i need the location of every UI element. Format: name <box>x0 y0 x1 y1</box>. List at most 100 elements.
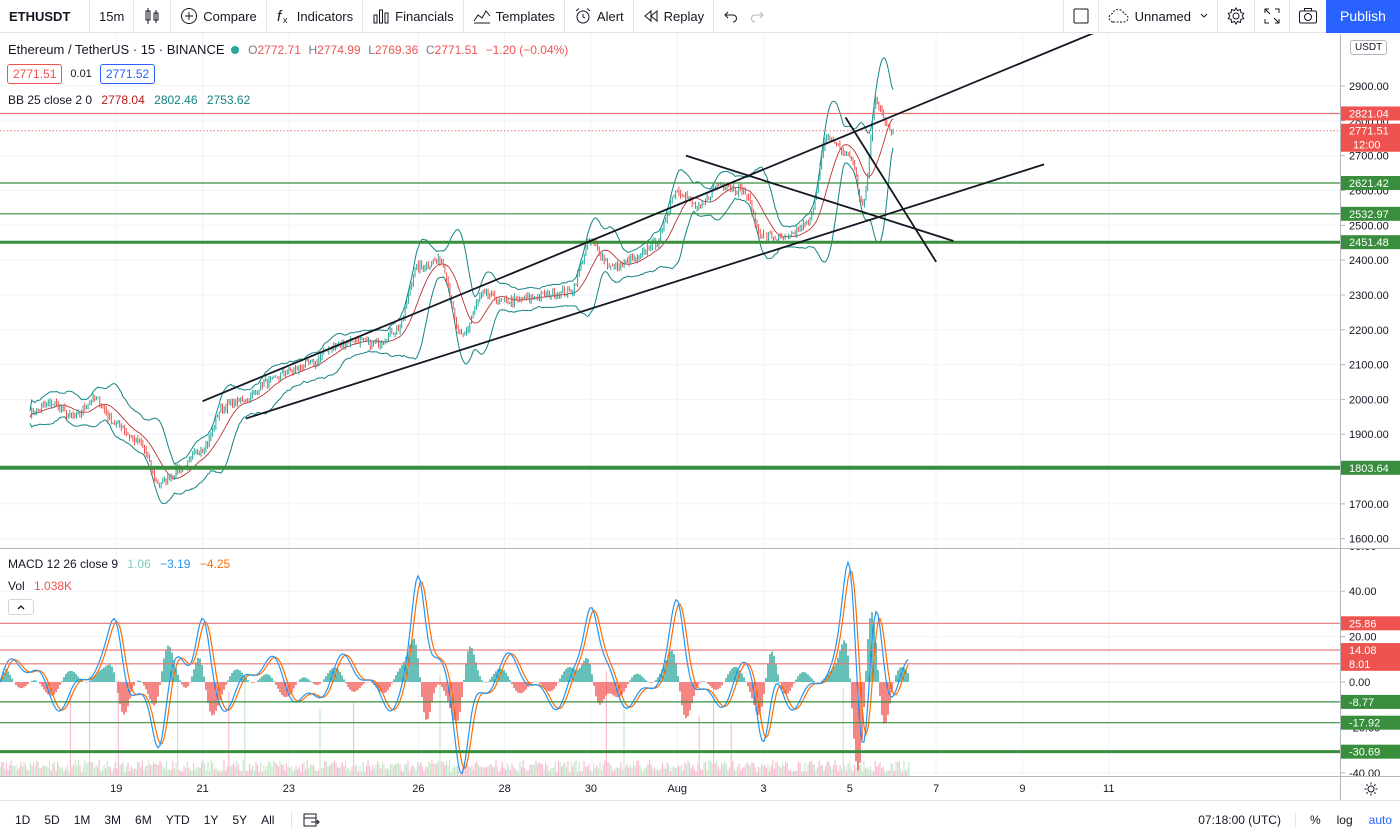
range-button-5d[interactable]: 5D <box>44 812 60 827</box>
trendline <box>844 116 937 263</box>
price-axis[interactable]: 1600.001700.001800.001900.002000.002100.… <box>1340 34 1400 548</box>
macd-pane[interactable] <box>0 549 1340 776</box>
auto-toggle[interactable]: auto <box>1368 812 1392 827</box>
symbol-search[interactable]: ETHUSDT <box>0 0 90 33</box>
macd-legend[interactable]: MACD 12 26 close 9 1.06 −3.19 −4.25 <box>8 557 230 571</box>
replay-button[interactable]: Replay <box>634 0 715 33</box>
price-tick-label: 2000.00 <box>1349 394 1389 406</box>
indicators-label: Indicators <box>296 8 354 24</box>
range-button-all[interactable]: All <box>261 812 275 827</box>
symbol-title[interactable]: Ethereum / TetherUS · 15 · BINANCE <box>8 42 225 57</box>
range-button-3m[interactable]: 3M <box>104 812 122 827</box>
time-tick-label: 5 <box>847 783 853 795</box>
time-tick-label: 7 <box>933 783 939 795</box>
templates-button[interactable]: Templates <box>464 0 565 33</box>
sell-price-button[interactable]: 2771.51 <box>7 64 63 84</box>
percent-toggle[interactable]: % <box>1309 812 1321 827</box>
compare-button[interactable]: Compare <box>171 0 267 33</box>
cloud-icon <box>1108 8 1129 23</box>
square-icon <box>1073 8 1089 24</box>
macd-level-badge <box>1341 715 1400 730</box>
chevron-down-icon <box>1200 13 1208 18</box>
macd-level-label: 8.01 <box>1349 659 1370 671</box>
price-level-badge <box>1341 123 1400 152</box>
price-chart-svg[interactable] <box>0 34 1340 548</box>
macd-chart-svg[interactable] <box>0 549 1340 776</box>
macd-tick-label: -40.00 <box>1349 768 1380 776</box>
price-axis-svg: 1600.001700.001800.001900.002000.002100.… <box>1341 81 1400 546</box>
pane-separator[interactable] <box>0 548 1400 549</box>
macd-axis[interactable]: 60.0040.0020.000.00-20.00-40.0025.8614.0… <box>1340 549 1400 776</box>
time-tick-label: 11 <box>1103 783 1114 795</box>
close-label: C <box>425 43 435 57</box>
market-status-dot <box>230 46 239 55</box>
macd-tick-label: 40.00 <box>1349 586 1377 598</box>
chart-type-button[interactable] <box>134 0 172 33</box>
interval-button[interactable]: 15m <box>90 0 135 33</box>
log-toggle[interactable]: log <box>1336 812 1353 827</box>
macd-level-badge <box>1341 744 1400 759</box>
templates-label: Templates <box>495 8 555 24</box>
macd-level-badge <box>1341 656 1400 671</box>
high-label: H <box>308 43 318 57</box>
buy-price-button[interactable]: 2771.52 <box>99 64 156 84</box>
range-button-1m[interactable]: 1M <box>73 812 91 827</box>
svg-text:f: f <box>277 8 283 25</box>
time-tick-label: 9 <box>1019 783 1025 795</box>
replay-label: Replay <box>663 8 705 24</box>
low-label: L <box>368 43 375 57</box>
time-axis[interactable]: 19 21 23 26 28 30 Aug 3 5 7 9 11 <box>0 776 1340 800</box>
publish-button[interactable]: Publish <box>1326 0 1400 33</box>
macd-label: MACD 12 26 close 9 <box>8 557 119 571</box>
range-selector: 1D 5D 1M 3M 6M YTD 1Y 5Y All <box>8 813 281 827</box>
time-axis-svg: 19 21 23 26 28 30 Aug 3 5 7 9 11 <box>110 783 1114 795</box>
collapse-legend-button[interactable] <box>8 599 34 615</box>
range-divider <box>291 810 293 829</box>
bb-legend[interactable]: BB 25 close 2 0 2778.04 2802.46 2753.62 <box>8 93 250 107</box>
alert-button[interactable]: Alert <box>565 0 634 33</box>
close-value: 2771.51 <box>434 43 478 57</box>
axis-settings-button[interactable] <box>1340 776 1400 800</box>
time-tick-label: 23 <box>283 783 295 795</box>
axis-currency-button[interactable]: USDT <box>1350 40 1388 55</box>
bar-countdown-label: 12:00 <box>1353 140 1381 152</box>
time-tick-label: 3 <box>760 783 766 795</box>
macd-level-label: 25.86 <box>1349 618 1377 630</box>
go-to-date-icon[interactable] <box>302 812 321 828</box>
price-level-badge <box>1341 235 1400 250</box>
redo-icon[interactable] <box>749 8 765 24</box>
fullscreen-select-button[interactable] <box>1062 0 1098 33</box>
volume-label: Vol <box>8 579 25 593</box>
candles-icon <box>145 8 159 24</box>
expand-icon <box>1264 8 1280 24</box>
financials-button[interactable]: Financials <box>363 0 464 33</box>
range-button-ytd[interactable]: YTD <box>165 812 190 827</box>
snapshot-button[interactable] <box>1289 0 1326 33</box>
macd-level-badge <box>1341 643 1400 658</box>
price-tick-label: 1600.00 <box>1349 534 1389 546</box>
utc-clock[interactable]: 07:18:00 (UTC) <box>1190 812 1296 827</box>
layout-name: Unnamed <box>1134 8 1191 24</box>
bb-lower-band <box>29 147 894 505</box>
price-tick-label: 2400.00 <box>1349 255 1389 267</box>
macd-tick-label: 60.00 <box>1349 549 1377 553</box>
range-button-5y[interactable]: 5Y <box>232 812 248 827</box>
volume-legend[interactable]: Vol 1.038K <box>8 579 72 593</box>
undo-icon[interactable] <box>723 8 739 24</box>
price-pane[interactable] <box>0 34 1340 548</box>
settings-button[interactable] <box>1217 0 1254 33</box>
bid-ask-panel: 2771.51 0.01 2771.52 <box>7 64 156 84</box>
trendline <box>245 163 1045 420</box>
price-tick-label: 2900.00 <box>1349 81 1389 93</box>
macd-level-badge <box>1341 694 1400 709</box>
macd-level-badge <box>1341 616 1400 631</box>
range-button-1d[interactable]: 1D <box>15 812 31 827</box>
price-tick-label: 2200.00 <box>1349 325 1389 337</box>
macd-level-label: -17.92 <box>1349 718 1380 730</box>
fullscreen-button[interactable] <box>1254 0 1289 33</box>
range-button-1y[interactable]: 1Y <box>203 812 219 827</box>
layout-button[interactable]: Unnamed <box>1097 0 1217 33</box>
range-button-6m[interactable]: 6M <box>135 812 152 827</box>
